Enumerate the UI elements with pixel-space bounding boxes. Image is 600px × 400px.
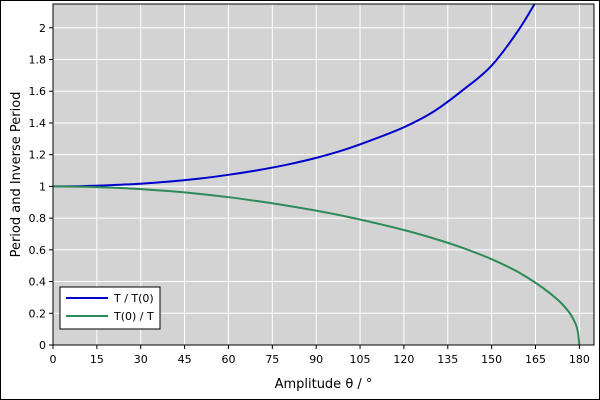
x-tick-label: 180 [569, 353, 590, 366]
x-tick-label: 90 [309, 353, 323, 366]
y-tick-label: 1.6 [29, 85, 47, 98]
series-line-t-over-t0 [53, 4, 536, 188]
x-tick-label: 0 [50, 353, 57, 366]
y-tick-label: 1.2 [29, 149, 47, 162]
x-tick-label: 15 [90, 353, 104, 366]
x-axis-ticks: 0 15 30 45 60 75 90 105 120 135 150 165 180 [50, 345, 590, 366]
x-tick-label: 105 [350, 353, 371, 366]
y-tick-label: 2 [39, 22, 46, 35]
x-tick-label: 75 [265, 353, 279, 366]
y-tick-label: 0.2 [29, 307, 47, 320]
x-tick-label: 60 [221, 353, 235, 366]
y-tick-label: 0.8 [29, 212, 47, 225]
series-layer [53, 4, 581, 345]
x-tick-label: 150 [481, 353, 502, 366]
legend-label-t-over-t0: T / T(0) [113, 292, 154, 305]
x-axis-title: Amplitude θ / ° [275, 377, 373, 392]
y-axis-ticks: 0 0.2 0.4 0.6 0.8 1 1.2 1.4 1.6 1.8 2 [29, 22, 53, 352]
x-tick-label: 120 [393, 353, 414, 366]
legend: T / T(0) T(0) / T [59, 286, 161, 330]
x-tick-label: 45 [178, 353, 192, 366]
legend-box [59, 286, 161, 330]
legend-label-t0-over-t: T(0) / T [113, 310, 154, 323]
y-tick-label: 0 [39, 339, 46, 352]
y-tick-label: 1.8 [29, 54, 47, 67]
y-tick-label: 0.6 [29, 244, 47, 257]
x-tick-label: 30 [134, 353, 148, 366]
grid-lines [52, 4, 594, 346]
series-line-t0-over-t [53, 185, 581, 345]
y-tick-label: 0.4 [29, 276, 47, 289]
y-tick-label: 1.4 [29, 117, 47, 130]
x-tick-label: 165 [525, 353, 546, 366]
y-tick-label: 1 [39, 180, 46, 193]
plot-border [52, 3, 595, 346]
x-tick-label: 135 [437, 353, 458, 366]
y-axis-title: Period and Inverse Period [9, 92, 24, 258]
